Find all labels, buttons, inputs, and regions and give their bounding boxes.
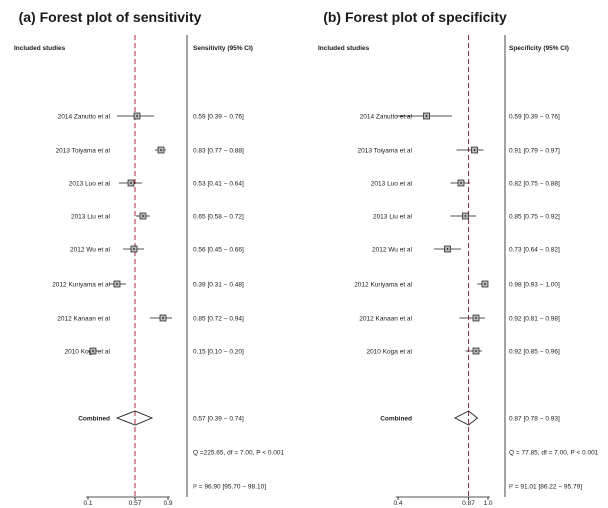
point-estimate-dot (484, 283, 486, 285)
point-estimate-dot (446, 248, 449, 250)
study-name: 2012 Kuriyama et al (52, 282, 110, 289)
point-estimate-dot (142, 215, 144, 217)
chart-title: (a) Forest plot of sensitivity (19, 9, 202, 25)
point-estimate-dot (116, 283, 118, 285)
study-name: 2013 Toiyama et al (358, 148, 413, 155)
study-estimate-text: 0.39 [0.31 − 0.48] (193, 282, 244, 289)
point-estimate-dot (130, 182, 132, 184)
combined-label: Combined (78, 416, 110, 423)
study-estimate-text: 0.85 [0.75 − 0.92] (509, 214, 560, 221)
point-estimate-dot (464, 215, 467, 217)
point-estimate-dot (475, 317, 477, 319)
point-estimate-dot (160, 149, 162, 151)
x-tick-label: 1.0 (483, 500, 492, 507)
x-tick-label: 0.9 (163, 500, 172, 507)
point-estimate-dot (460, 182, 462, 184)
studies-column-header: Included studies (14, 45, 66, 52)
q-statistic: Q = 77.85, df = 7.00, P < 0.001 (509, 450, 599, 457)
study-estimate-text: 0.59 [0.39 − 0.76] (193, 114, 244, 121)
study-name: 2010 Koga et al (366, 349, 412, 356)
x-tick-label: 0.1 (83, 500, 92, 507)
study-estimate-text: 0.59 [0.39 − 0.76] (509, 114, 560, 121)
point-estimate-dot (473, 149, 476, 151)
combined-label: Combined (380, 416, 412, 423)
point-estimate-dot (475, 350, 477, 352)
point-estimate-dot (133, 248, 135, 250)
q-statistic: Q =225.65, df = 7.00, P < 0.001 (193, 450, 285, 457)
study-name: 2014 Zanutto et al (360, 114, 413, 121)
combined-diamond (115, 410, 154, 426)
estimate-column-header: Sensitivity (95% CI) (193, 45, 253, 52)
study-estimate-text: 0.82 [0.75 − 0.88] (509, 181, 560, 188)
study-estimate-text: 0.85 [0.72 − 0.94] (193, 316, 244, 323)
combined-estimate-text: 0.87 [0.78 − 0.93] (509, 416, 560, 423)
study-name: 2013 Toiyama et al (56, 148, 111, 155)
study-name: 2013 Luo et al (371, 181, 413, 188)
study-name: 2012 Kuriyama et al (354, 282, 412, 289)
combined-diamond (454, 410, 479, 426)
study-name: 2014 Zanutto et al (58, 114, 111, 121)
study-estimate-text: 0.98 [0.93 − 1.00] (509, 282, 560, 289)
study-estimate-text: 0.56 [0.45 − 0.66] (193, 247, 244, 254)
point-estimate-dot (425, 115, 428, 117)
study-name: 2012 Wu et al (372, 247, 413, 254)
study-name: 2012 Kanaan et al (57, 316, 110, 323)
i2-statistic: I² = 91.01 [86.22 − 95.79] (509, 484, 582, 491)
point-estimate-dot (136, 115, 138, 117)
study-name: 2013 Liu et al (71, 214, 111, 221)
x-tick-label: 0.87 (462, 500, 475, 507)
combined-estimate-text: 0.57 [0.39 − 0.74] (193, 416, 244, 423)
studies-column-header: Included studies (318, 45, 370, 52)
point-estimate-dot (162, 317, 164, 319)
x-tick-label: 0.57 (129, 500, 142, 507)
x-tick-label: 0.4 (393, 500, 402, 507)
chart-title: (b) Forest plot of specificity (323, 9, 507, 25)
estimate-column-header: Specificity (95% CI) (509, 45, 569, 52)
study-estimate-text: 0.15 [0.10 − 0.20] (193, 349, 244, 356)
study-name: 2010 Koga et al (64, 349, 110, 356)
study-estimate-text: 0.92 [0.85 − 0.96] (509, 349, 560, 356)
study-estimate-text: 0.91 [0.79 − 0.97] (509, 148, 560, 155)
study-name: 2013 Luo et al (69, 181, 111, 188)
i2-statistic: I² = 96.90 [95.70 − 98.10] (193, 484, 266, 491)
study-estimate-text: 0.83 [0.77 − 0.88] (193, 148, 244, 155)
study-estimate-text: 0.65 [0.58 − 0.72] (193, 214, 244, 221)
study-name: 2012 Kanaan et al (359, 316, 412, 323)
point-estimate-dot (92, 350, 94, 352)
study-estimate-text: 0.92 [0.81 − 0.98] (509, 316, 560, 323)
study-estimate-text: 0.53 [0.41 − 0.64] (193, 181, 244, 188)
study-name: 2012 Wu et al (70, 247, 111, 254)
study-estimate-text: 0.73 [0.64 − 0.82] (509, 247, 560, 254)
study-name: 2013 Liu et al (373, 214, 413, 221)
